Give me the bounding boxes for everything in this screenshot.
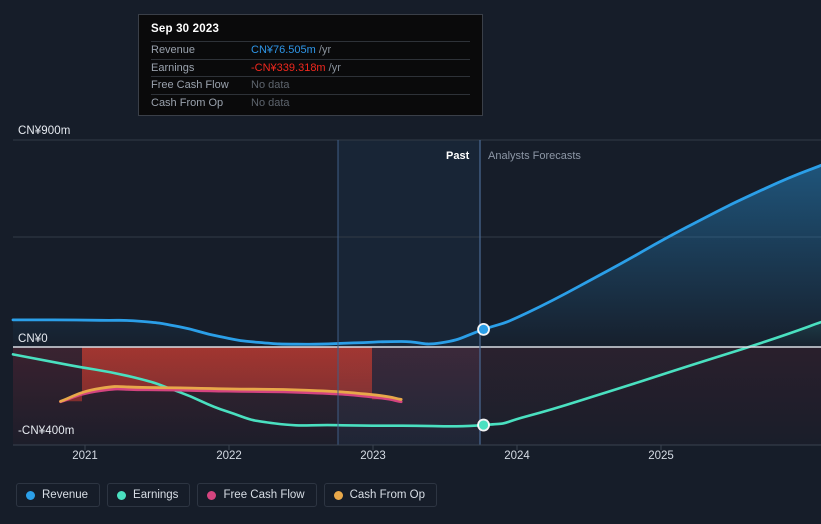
- y-axis-label-zero: CN¥0: [18, 333, 48, 345]
- tooltip-label-cash-from-op: Cash From Op: [151, 96, 224, 109]
- data-point-marker-revenue[interactable]: [477, 323, 490, 336]
- x-axis-label-2024: 2024: [504, 450, 530, 462]
- legend-color-dot-revenue: [26, 490, 35, 500]
- legend-label-revenue: Revenue: [42, 489, 89, 501]
- x-axis-label-2025: 2025: [648, 450, 674, 462]
- legend-color-dot-cash-from-op: [333, 490, 343, 500]
- tooltip-row-free-cash-flow: Free Cash Flow No data: [151, 76, 470, 94]
- chart-canvas: [11, 139, 821, 450]
- tooltip-label-revenue: Revenue: [151, 44, 196, 57]
- x-axis-label-2021: 2021: [72, 450, 98, 462]
- tooltip-value-revenue: CN¥76.505m /yr: [251, 44, 331, 56]
- tooltip-amount-earnings: -CN¥339.318m: [251, 61, 326, 74]
- tooltip-suffix-revenue: /yr: [318, 44, 332, 57]
- forecast-band-label: Analysts Forecasts: [488, 150, 581, 162]
- past-band-label: Past: [446, 150, 470, 162]
- legend-label-cash-from-op: Cash From Op: [349, 489, 426, 501]
- tooltip-label-earnings: Earnings: [151, 61, 195, 74]
- tooltip-value-earnings: -CN¥339.318m /yr: [251, 62, 341, 74]
- legend-label-earnings: Earnings: [133, 489, 179, 501]
- tooltip-value-free-cash-flow: No data: [251, 79, 290, 92]
- legend-item-free-cash-flow[interactable]: Free Cash Flow: [197, 483, 317, 507]
- tooltip-amount-revenue: CN¥76.505m: [251, 44, 316, 57]
- legend-label-free-cash-flow: Free Cash Flow: [223, 489, 305, 501]
- legend-color-dot-earnings: [117, 490, 127, 500]
- tooltip-label-free-cash-flow: Free Cash Flow: [151, 79, 229, 92]
- tooltip-date: Sep 30 2023: [151, 23, 220, 35]
- tooltip-row-earnings: Earnings -CN¥339.318m /yr: [151, 58, 470, 77]
- tooltip-suffix-earnings: /yr: [328, 61, 341, 74]
- data-point-tooltip: Sep 30 2023 Revenue CN¥76.505m /yr Earni…: [138, 14, 483, 116]
- legend-item-revenue[interactable]: Revenue: [16, 483, 101, 507]
- tooltip-value-cash-from-op: No data: [251, 96, 290, 109]
- legend-item-earnings[interactable]: Earnings: [107, 483, 191, 507]
- y-axis-label-top: CN¥900m: [18, 125, 71, 137]
- x-axis-label-2023: 2023: [360, 450, 386, 462]
- tooltip-row-revenue: Revenue CN¥76.505m /yr: [151, 41, 470, 59]
- chart-plot-area: [11, 139, 821, 450]
- x-axis-label-2022: 2022: [216, 450, 242, 462]
- y-axis-label-bottom: -CN¥400m: [18, 425, 75, 437]
- data-point-marker-earnings[interactable]: [477, 418, 490, 432]
- legend-color-dot-free-cash-flow: [207, 490, 217, 500]
- legend-item-cash-from-op[interactable]: Cash From Op: [323, 483, 438, 507]
- chart-legend: Revenue Earnings Free Cash Flow Cash Fro…: [16, 483, 438, 507]
- tooltip-row-cash-from-op: Cash From Op No data: [151, 93, 470, 112]
